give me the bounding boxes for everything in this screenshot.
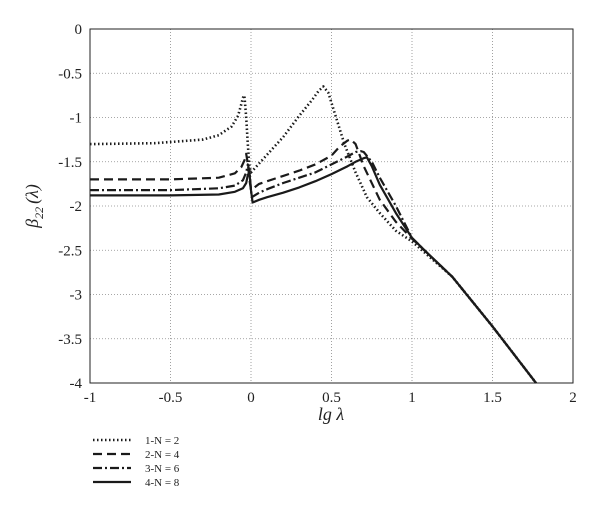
legend-label: 2-N = 4	[145, 449, 180, 461]
x-tick-label: 0	[247, 390, 255, 406]
series-line-dashdot	[90, 150, 537, 384]
plot-frame	[89, 28, 574, 384]
x-tick-label: 0.5	[322, 390, 341, 406]
x-tick-label: -1	[84, 390, 97, 406]
y-tick-label: -0.5	[58, 66, 82, 82]
legend-label: 4-N = 8	[145, 477, 180, 489]
x-tick-label: 1	[408, 390, 416, 406]
y-tick-label: -4	[70, 376, 83, 392]
x-tick-label: 2	[569, 390, 577, 406]
y-tick-label: -3.5	[58, 332, 82, 348]
x-tick-label: -0.5	[159, 390, 183, 406]
series-line-dotted	[89, 85, 538, 384]
svg-text:β22(λ): β22 (λ)	[22, 184, 46, 229]
y-tick-label: -1.5	[58, 155, 82, 171]
y-tick-label: -2.5	[58, 243, 82, 259]
y-axis-label: β22 (λ)	[22, 184, 46, 229]
tick-labels: -1 -0.5 0 0.5 1 1.5 2 0 -0.5 -1 -1.5 -2 -2.5 -3 -3.5 -4	[58, 22, 577, 406]
x-axis-label: lg λ	[318, 404, 345, 424]
legend: 1-N = 2 2-N = 4 3-N = 6 4-N = 8	[93, 435, 180, 489]
series-lines	[89, 85, 538, 384]
legend-label: 3-N = 6	[145, 463, 180, 475]
y-label-tail: (λ)	[22, 184, 43, 204]
y-tick-label: 0	[75, 22, 83, 38]
gridlines	[90, 29, 573, 383]
y-tick-label: -1	[70, 111, 83, 127]
y-label-symbol: β	[22, 219, 42, 229]
y-tick-label: -3	[70, 288, 83, 304]
series-line-dashed	[90, 138, 537, 384]
x-tick-label: 1.5	[483, 390, 502, 406]
y-tick-label: -2	[70, 199, 83, 215]
y-label-subscript: 22	[32, 207, 46, 219]
series-line-solid	[90, 156, 537, 384]
legend-label: 1-N = 2	[145, 435, 179, 447]
